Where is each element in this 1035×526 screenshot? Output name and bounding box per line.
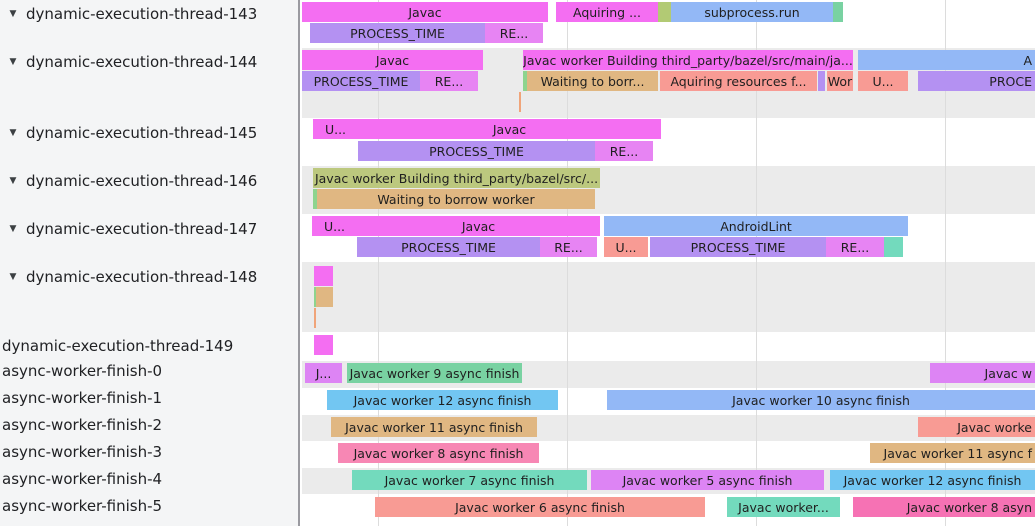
- span-bar[interactable]: Waiting to borr...: [527, 71, 658, 91]
- track-label-async-worker-finish-2[interactable]: ▼async-worker-finish-2: [0, 415, 300, 435]
- span-bar[interactable]: Javac worke: [918, 417, 1035, 437]
- track-label-async-worker-finish-5[interactable]: ▼async-worker-finish-5: [0, 496, 300, 516]
- span-bar[interactable]: A: [858, 50, 1035, 70]
- track-name-text: dynamic-execution-thread-149: [2, 337, 234, 355]
- track-background-dynamic-execution-thread-149: [302, 332, 1035, 361]
- span-bar[interactable]: PROCESS_TIME: [310, 23, 485, 43]
- track-label-async-worker-finish-3[interactable]: ▼async-worker-finish-3: [0, 442, 300, 462]
- span-bar[interactable]: Javac worker 11 async f: [870, 443, 1035, 463]
- track-label-dynamic-execution-thread-149[interactable]: ▼dynamic-execution-thread-149: [0, 336, 300, 356]
- span-bar[interactable]: RE...: [485, 23, 543, 43]
- span-bar[interactable]: Javac worker 8 async finish: [338, 443, 539, 463]
- span-bar[interactable]: [313, 189, 317, 209]
- collapse-triangle-icon[interactable]: ▼: [9, 224, 17, 234]
- span-bar[interactable]: Aquiring ...: [556, 2, 658, 22]
- span-bar[interactable]: PROCESS_TIME: [302, 71, 420, 91]
- span-bar[interactable]: [314, 287, 316, 307]
- span-bar[interactable]: Javac worker 6 async finish: [375, 497, 705, 517]
- track-name-text: async-worker-finish-4: [2, 470, 163, 488]
- span-bar[interactable]: Javac worker 5 async finish: [591, 470, 824, 490]
- track-name-text: dynamic-execution-thread-143: [26, 5, 258, 23]
- track-label-async-worker-finish-4[interactable]: ▼async-worker-finish-4: [0, 469, 300, 489]
- span-bar[interactable]: [818, 71, 825, 91]
- track-name-text: async-worker-finish-5: [2, 497, 163, 515]
- track-name-sidebar: ▼ dynamic-execution-thread-143 ▼ dynamic-ex…: [0, 0, 300, 526]
- span-bar[interactable]: U...: [858, 71, 908, 91]
- span-bar[interactable]: Javac worker 10 async finish: [607, 390, 1035, 410]
- timeline-canvas[interactable]: Javac Aquiring ... subprocess.run PROCESS_T…: [302, 0, 1035, 526]
- span-bar[interactable]: Javac worker Building third_party/bazel/…: [523, 50, 853, 70]
- span-bar[interactable]: Javac worker...: [727, 497, 840, 517]
- span-bar[interactable]: J...: [305, 363, 342, 383]
- track-label-dynamic-execution-thread-148[interactable]: ▼ dynamic-execution-thread-148: [0, 267, 300, 287]
- span-bar[interactable]: Javac worker 12 async finish: [830, 470, 1035, 490]
- span-bar[interactable]: RE...: [826, 237, 884, 257]
- span-bar[interactable]: Javac: [358, 119, 661, 139]
- time-gridline: [378, 0, 379, 526]
- track-name-text: dynamic-execution-thread-144: [26, 53, 258, 71]
- track-name-text: dynamic-execution-thread-147: [26, 220, 258, 238]
- span-bar[interactable]: RE...: [595, 141, 653, 161]
- span-bar[interactable]: Javac: [357, 216, 600, 236]
- span-bar[interactable]: RE...: [540, 237, 597, 257]
- span-bar[interactable]: Aquiring resources f...: [660, 71, 817, 91]
- span-bar[interactable]: Javac worker 12 async finish: [327, 390, 558, 410]
- time-gridline: [945, 0, 946, 526]
- track-name-text: dynamic-execution-thread-145: [26, 124, 258, 142]
- span-bar[interactable]: [658, 2, 671, 22]
- span-bar[interactable]: Javac w: [930, 363, 1035, 383]
- span-bar[interactable]: AndroidLint: [604, 216, 908, 236]
- span-bar[interactable]: PROCESS_TIME: [650, 237, 826, 257]
- collapse-triangle-icon[interactable]: ▼: [9, 128, 17, 138]
- track-name-text: async-worker-finish-3: [2, 443, 163, 461]
- track-label-dynamic-execution-thread-144[interactable]: ▼ dynamic-execution-thread-144: [0, 52, 300, 72]
- track-name-text: async-worker-finish-2: [2, 416, 163, 434]
- span-bar[interactable]: Javac worker 7 async finish: [352, 470, 587, 490]
- track-name-text: async-worker-finish-1: [2, 389, 163, 407]
- span-bar[interactable]: Javac worker Building third_party/bazel/…: [313, 168, 600, 188]
- time-gridline: [567, 0, 568, 526]
- collapse-triangle-icon[interactable]: ▼: [9, 272, 17, 282]
- span-bar[interactable]: [833, 2, 843, 22]
- span-bar[interactable]: Javac worker 8 asyn: [853, 497, 1035, 517]
- span-bar[interactable]: PROCE: [918, 71, 1035, 91]
- collapse-triangle-icon[interactable]: ▼: [9, 176, 17, 186]
- span-bar[interactable]: Waiting to borrow worker: [317, 189, 595, 209]
- track-label-dynamic-execution-thread-147[interactable]: ▼ dynamic-execution-thread-147: [0, 219, 300, 239]
- span-bar[interactable]: U...: [313, 119, 358, 139]
- span-bar[interactable]: U...: [604, 237, 648, 257]
- span-bar[interactable]: [316, 287, 333, 307]
- span-bar[interactable]: Javac: [302, 50, 483, 70]
- track-label-async-worker-finish-1[interactable]: ▼async-worker-finish-1: [0, 388, 300, 408]
- collapse-triangle-icon[interactable]: ▼: [9, 57, 17, 67]
- span-bar[interactable]: [523, 71, 527, 91]
- span-bar[interactable]: subprocess.run: [671, 2, 833, 22]
- track-name-text: dynamic-execution-thread-146: [26, 172, 258, 190]
- span-bar[interactable]: PROCESS_TIME: [357, 237, 540, 257]
- span-bar[interactable]: U...: [312, 216, 357, 236]
- span-bar[interactable]: Wor: [827, 71, 853, 91]
- span-bar[interactable]: Javac: [302, 2, 548, 22]
- span-bar[interactable]: [314, 335, 333, 355]
- collapse-triangle-icon[interactable]: ▼: [9, 9, 17, 19]
- time-gridline: [756, 0, 757, 526]
- span-bar[interactable]: RE...: [420, 71, 478, 91]
- span-bar[interactable]: [314, 308, 316, 328]
- track-label-dynamic-execution-thread-145[interactable]: ▼ dynamic-execution-thread-145: [0, 123, 300, 143]
- span-bar[interactable]: [884, 237, 903, 257]
- track-label-dynamic-execution-thread-143[interactable]: ▼ dynamic-execution-thread-143: [0, 4, 300, 24]
- track-label-dynamic-execution-thread-146[interactable]: ▼ dynamic-execution-thread-146: [0, 171, 300, 191]
- span-bar[interactable]: PROCESS_TIME: [358, 141, 595, 161]
- span-bar[interactable]: [314, 266, 333, 286]
- span-bar[interactable]: Javac worker 11 async finish: [331, 417, 537, 437]
- span-bar[interactable]: [519, 92, 521, 112]
- track-label-async-worker-finish-0[interactable]: ▼async-worker-finish-0: [0, 361, 300, 381]
- track-background-dynamic-execution-thread-148: [302, 262, 1035, 332]
- span-bar[interactable]: Javac worker 9 async finish: [347, 363, 522, 383]
- track-name-text: dynamic-execution-thread-148: [26, 268, 258, 286]
- track-name-text: async-worker-finish-0: [2, 362, 163, 380]
